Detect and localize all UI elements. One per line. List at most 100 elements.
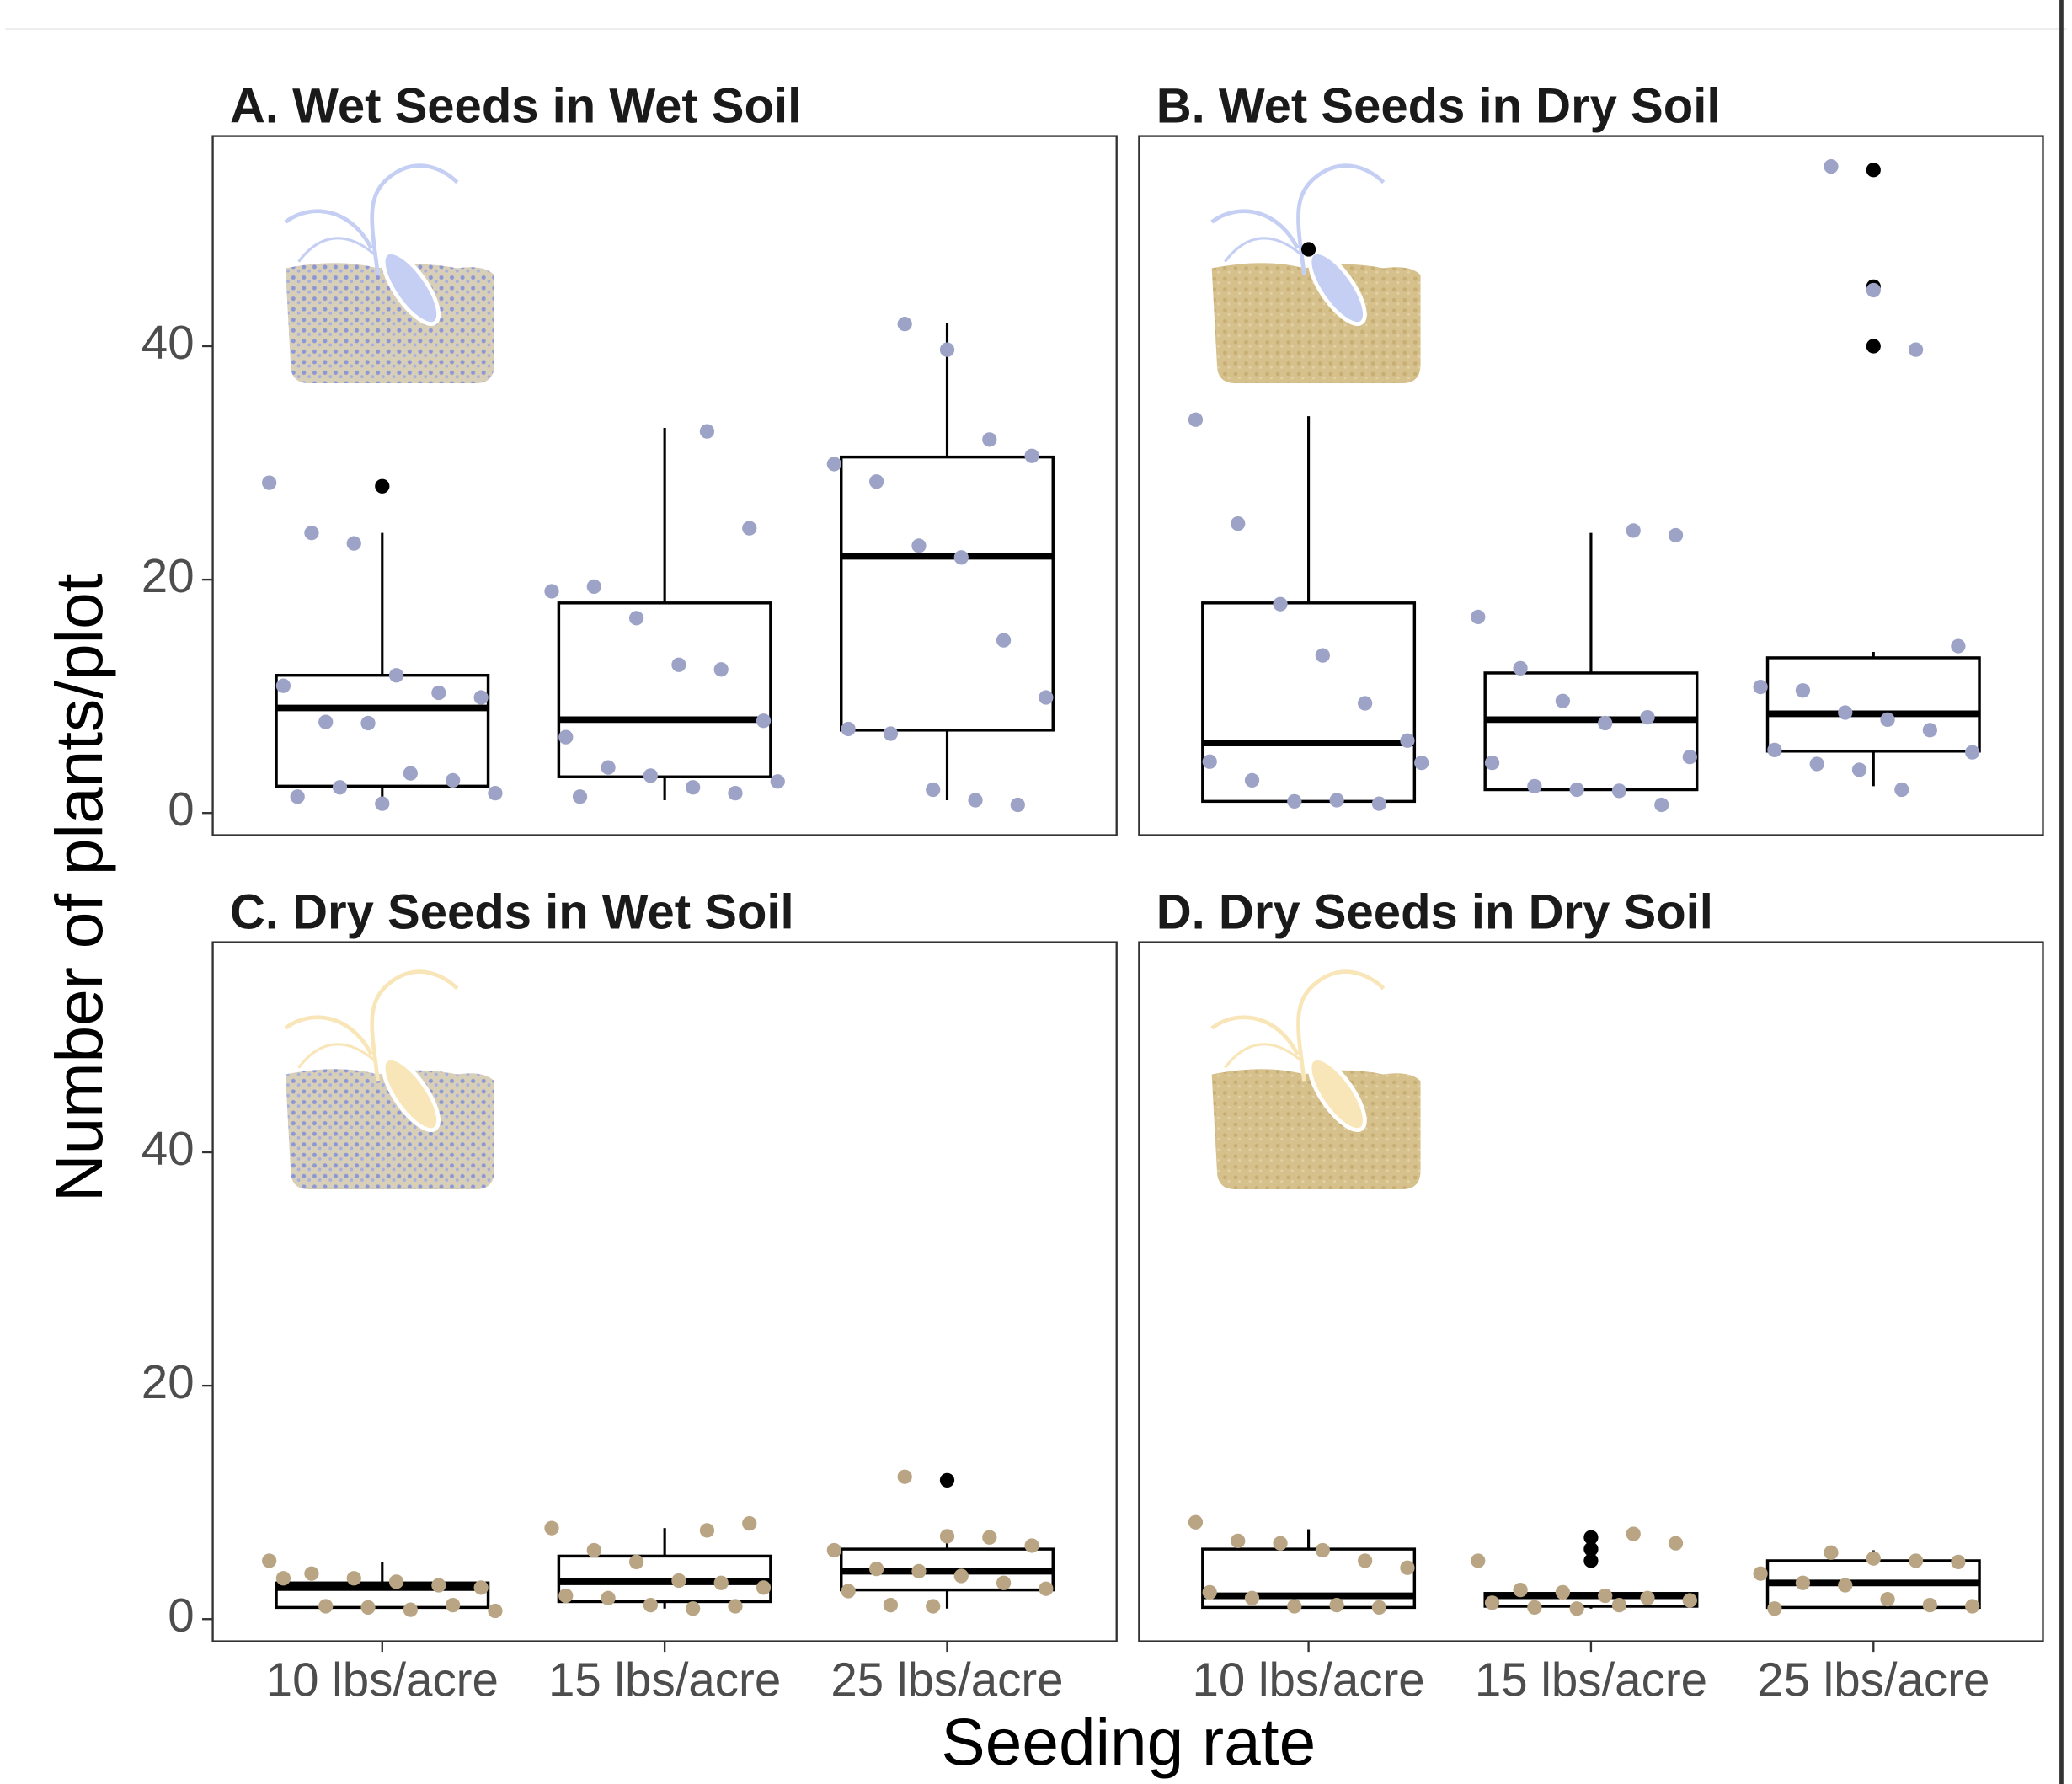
point: [884, 1598, 898, 1612]
point: [1640, 710, 1654, 724]
point: [1612, 783, 1626, 798]
point: [898, 1470, 912, 1484]
point: [1471, 1553, 1485, 1568]
point: [375, 796, 389, 810]
x-tick-label: 15 lbs/acre: [548, 1653, 781, 1707]
point: [488, 1604, 502, 1618]
y-tick-label: 20: [142, 1355, 195, 1408]
point: [431, 686, 446, 700]
point: [1273, 1536, 1287, 1551]
point: [1683, 750, 1697, 764]
x-tick-label: 25 lbs/acre: [1757, 1653, 1989, 1707]
point: [742, 1516, 756, 1530]
point: [940, 343, 954, 357]
point: [1329, 793, 1343, 807]
x-tick-label: 25 lbs/acre: [830, 1653, 1063, 1707]
point: [347, 1571, 361, 1585]
point: [827, 457, 841, 471]
panel-title: A. Wet Seeds in Wet Soil: [230, 79, 801, 134]
point: [573, 789, 587, 804]
point: [1909, 343, 1923, 357]
point: [756, 1580, 771, 1594]
point: [558, 1589, 573, 1603]
point: [474, 690, 489, 704]
x-tick-label: 10 lbs/acre: [266, 1653, 499, 1707]
point: [1358, 696, 1372, 710]
point: [291, 789, 305, 804]
panel-title: B. Wet Seeds in Dry Soil: [1156, 79, 1721, 134]
point: [1556, 1585, 1570, 1600]
point: [968, 793, 982, 807]
point: [671, 658, 686, 672]
point: [1612, 1598, 1626, 1612]
point: [1683, 1593, 1697, 1607]
panel-title: C. Dry Seeds in Wet Soil: [230, 885, 794, 940]
point: [544, 1521, 558, 1536]
point: [1372, 796, 1386, 810]
point: [714, 1576, 729, 1590]
point: [1188, 1515, 1203, 1530]
point: [446, 1598, 460, 1612]
point: [1640, 1591, 1654, 1605]
point: [403, 766, 418, 780]
point: [756, 713, 771, 728]
point: [1669, 1536, 1683, 1551]
point: [446, 773, 460, 788]
point: [1598, 1589, 1612, 1603]
point: [1754, 680, 1768, 694]
point: [1414, 756, 1429, 770]
point: [686, 1601, 700, 1616]
point: [587, 1543, 601, 1557]
point: [474, 1580, 489, 1594]
point: [544, 584, 558, 598]
outlier: [940, 1473, 954, 1488]
point: [431, 1578, 446, 1592]
point: [996, 633, 1011, 648]
outlier: [1301, 242, 1316, 256]
point: [954, 1568, 969, 1583]
point: [276, 1571, 291, 1585]
point: [1316, 649, 1330, 663]
point: [318, 1599, 333, 1613]
point: [1287, 1599, 1301, 1613]
point: [587, 580, 601, 594]
point: [996, 1576, 1011, 1590]
y-tick-label: 0: [168, 1589, 194, 1642]
point: [827, 1543, 841, 1557]
point: [347, 537, 361, 551]
point: [1287, 794, 1301, 809]
point: [700, 1523, 714, 1537]
point: [1894, 783, 1909, 797]
point: [954, 550, 969, 564]
x-tick-label: 15 lbs/acre: [1475, 1653, 1707, 1707]
point: [841, 722, 855, 736]
point: [1767, 743, 1781, 757]
box: [558, 603, 771, 777]
point: [601, 761, 615, 775]
point: [1203, 1585, 1217, 1600]
y-tick-label: 20: [142, 549, 195, 602]
box: [276, 676, 489, 787]
point: [389, 1574, 403, 1589]
point: [1598, 716, 1612, 730]
point: [869, 1562, 884, 1576]
point: [1626, 1526, 1641, 1541]
point: [643, 768, 658, 783]
point: [911, 538, 926, 553]
point: [304, 526, 318, 540]
point: [1245, 773, 1259, 788]
point: [276, 679, 291, 693]
point: [1866, 1552, 1881, 1566]
point: [1527, 779, 1541, 793]
panel-title: D. Dry Seeds in Dry Soil: [1156, 885, 1713, 940]
point: [1024, 449, 1039, 463]
point: [940, 1529, 954, 1543]
point: [1471, 610, 1485, 624]
point: [982, 432, 996, 446]
point: [742, 521, 756, 536]
point: [1965, 745, 1979, 760]
point: [1909, 1553, 1923, 1568]
point: [1570, 783, 1584, 797]
point: [1880, 713, 1894, 727]
y-tick-label: 40: [142, 1122, 195, 1175]
